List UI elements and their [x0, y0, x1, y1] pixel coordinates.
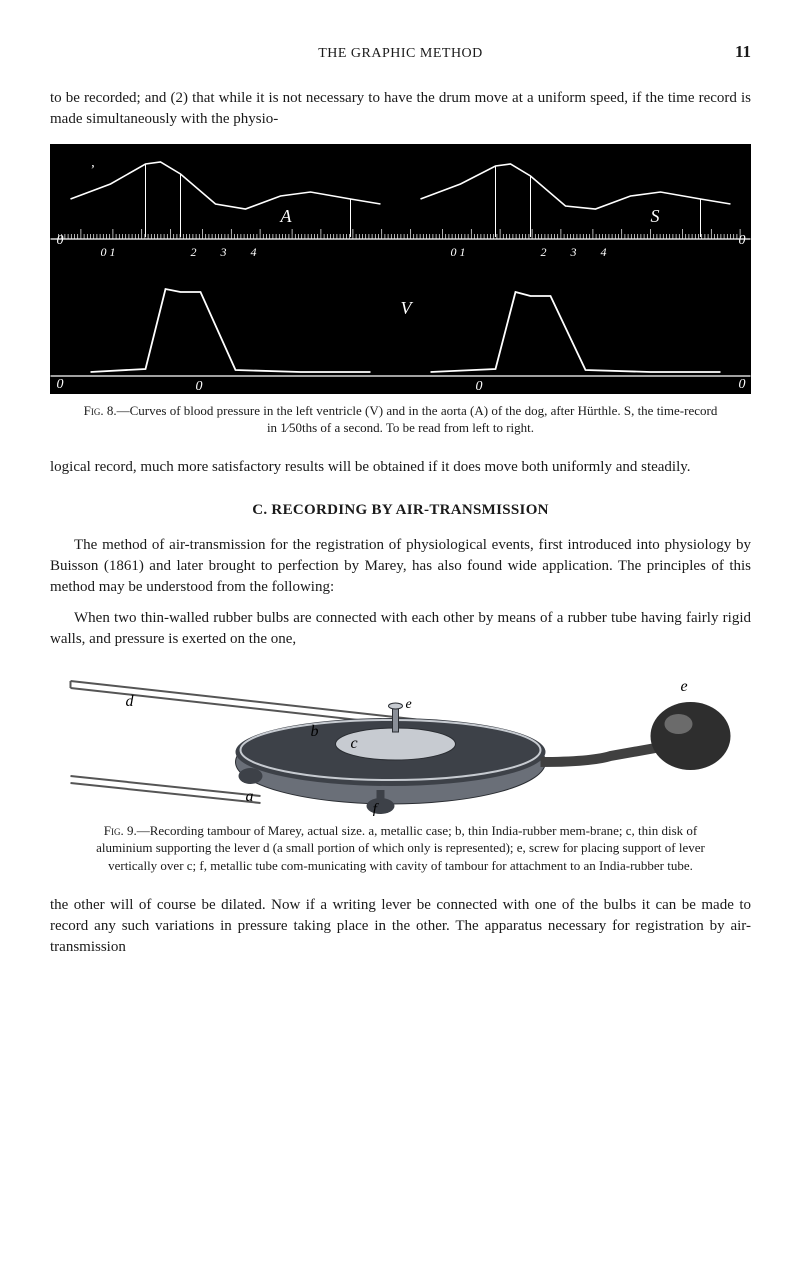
svg-text:3: 3 — [220, 245, 227, 259]
fig8-label-A: A — [280, 206, 293, 226]
figure-8-caption: Fig. 8.—Curves of blood pressure in the … — [80, 402, 721, 437]
figure-9-svg: d e b c a f e — [50, 666, 751, 816]
fig8-caption-text: —Curves of blood pressure in the left ve… — [117, 403, 718, 436]
running-title: THE GRAPHIC METHOD — [90, 44, 711, 64]
figure-9: d e b c a f e — [50, 666, 751, 816]
svg-text:ʼ: ʼ — [91, 163, 96, 178]
svg-text:0: 0 — [57, 233, 64, 248]
figure-9-caption: Fig. 9.—Recording tambour of Marey, actu… — [80, 822, 721, 875]
page-number: 11 — [711, 40, 751, 64]
svg-text:0 1: 0 1 — [101, 245, 116, 259]
svg-text:e: e — [406, 697, 412, 712]
fig9-caption-text: —Recording tambour of Marey, actual size… — [96, 823, 705, 873]
paragraph-bottom: the other will of course be dilated. Now… — [50, 895, 751, 958]
paragraph-top: to be recorded; and (2) that while it is… — [50, 88, 751, 130]
svg-text:b: b — [311, 723, 319, 740]
fig9-caption-lead: Fig. 9. — [104, 823, 137, 838]
svg-text:4: 4 — [601, 245, 607, 259]
svg-text:2: 2 — [191, 245, 197, 259]
svg-text:e: e — [681, 678, 688, 695]
paragraph-mid: logical record, much more satisfactory r… — [50, 457, 751, 478]
svg-text:a: a — [246, 788, 254, 805]
svg-text:4: 4 — [251, 245, 257, 259]
fig8-label-S: S — [651, 206, 660, 226]
figure-8-svg: A S 0 0 1 2 3 4 0 1 2 3 4 0 V 0 0 0 0 ʼ — [50, 144, 751, 394]
svg-text:0: 0 — [57, 377, 64, 392]
paragraph-c2: When two thin-walled rubber bulbs are co… — [50, 608, 751, 650]
figure-8: A S 0 0 1 2 3 4 0 1 2 3 4 0 V 0 0 0 0 ʼ — [50, 144, 751, 394]
section-c-head: C. RECORDING BY AIR-TRANSMISSION — [50, 500, 751, 521]
svg-text:0: 0 — [476, 379, 483, 394]
fig8-caption-lead: Fig. 8. — [84, 403, 117, 418]
svg-text:0: 0 — [739, 233, 746, 248]
svg-text:c: c — [351, 735, 358, 752]
svg-text:0 1: 0 1 — [451, 245, 466, 259]
svg-text:0: 0 — [196, 379, 203, 394]
svg-text:3: 3 — [570, 245, 577, 259]
paragraph-c1: The method of air-transmission for the r… — [50, 535, 751, 598]
svg-text:d: d — [126, 693, 135, 710]
svg-text:0: 0 — [739, 377, 746, 392]
running-head: THE GRAPHIC METHOD 11 — [50, 40, 751, 64]
svg-text:2: 2 — [541, 245, 547, 259]
